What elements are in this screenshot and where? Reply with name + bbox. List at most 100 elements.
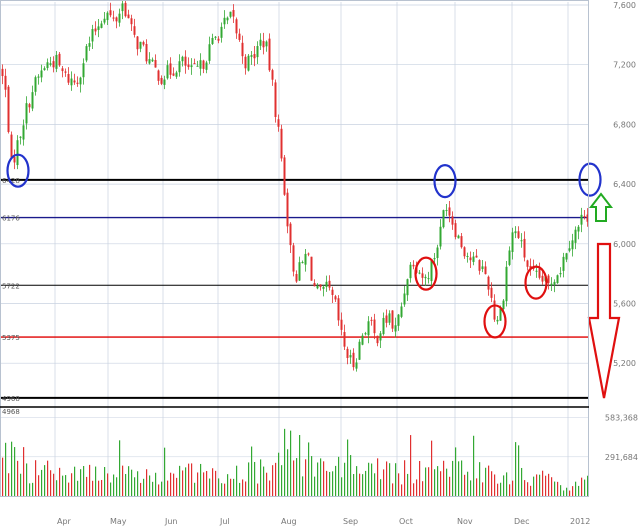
candle-body [559,273,562,275]
candle-body [301,262,304,264]
volume-bar [245,481,247,496]
candle-body [121,3,124,12]
candle-body [118,13,121,23]
candle-body [94,28,97,32]
candle-body [13,157,16,163]
candle-body [493,300,496,320]
candle-body [103,18,106,23]
volume-bar [179,465,181,496]
volume-bar [452,460,454,496]
candle-body [451,216,454,225]
candle-body [46,62,49,69]
candle-body [445,210,448,212]
candle-body [307,253,310,255]
candle-body [424,276,427,279]
candle-body [91,29,94,42]
volume-bar [530,485,532,496]
candle-body [262,41,265,48]
candle-body [352,352,355,368]
candle-body [574,229,577,243]
volume-bar [41,469,43,496]
candle-body [499,308,502,321]
volume-bar [500,482,502,496]
volume-tick-label: 291,684 [605,453,638,462]
volume-bar [299,435,301,496]
volume-bar [332,471,334,496]
candle-body [502,300,505,310]
candle-body [274,82,277,118]
candle-body [250,55,253,57]
volume-bar [20,473,22,496]
volume-bar [98,480,100,496]
volume-bar [233,478,235,496]
volume-bar [254,461,256,496]
volume-bar [71,473,73,496]
volume-bar [305,459,307,496]
volume-bar [185,467,187,496]
volume-bar [476,478,478,496]
volume-bar [101,479,103,496]
candle-body [367,321,370,336]
candle-body [511,232,514,252]
level-label: 6176 [2,215,20,223]
candle-body [217,38,220,41]
volume-bar [14,447,16,496]
volume-bar [569,490,571,496]
candle-body [178,61,181,73]
volume-bar [59,467,61,496]
candle-body [241,42,244,57]
candle-body [388,313,391,323]
volume-bar [434,469,436,496]
candle-body [319,284,322,287]
volume-bar [416,479,418,496]
candle-body [160,77,163,84]
volume-bar [449,476,451,496]
volume-bar [389,463,391,496]
volume-bar [536,474,538,496]
volume-bar [137,471,139,496]
volume-bar [377,458,379,496]
candle-body [337,298,340,321]
volume-bar [242,479,244,496]
volume-bar [365,470,367,496]
candle-body [328,280,331,288]
volume-bar [386,461,388,496]
volume-bar [125,474,127,496]
candle-body [268,38,271,71]
volume-bar [470,480,472,496]
volume-bar [368,462,370,496]
volume-bar [482,482,484,496]
candle-body [553,281,556,285]
volume-bar [290,430,292,496]
annotation-markers [6,153,621,399]
candle-body [64,71,67,73]
candle-body [466,255,469,257]
volume-bar [584,479,586,496]
candle-body [184,56,187,66]
volume-bar [410,435,412,496]
volume-bar [251,446,253,496]
volume-bar [572,486,574,496]
axis-labels: 7,600 7,200 6,800 6,400 6,000 5,600 5,200 583,3… [57,1,638,526]
candle-body [547,275,550,283]
candle-body [271,70,274,80]
candle-body [508,250,511,265]
volume-bar [503,475,505,496]
volume-bar [566,487,568,496]
volume-bar [494,474,496,496]
candle-body [448,207,451,216]
arrow-down [587,242,621,399]
candle-body [112,17,115,19]
volume-bar [440,471,442,496]
volume-bar [347,439,349,496]
volume-bar [32,482,34,496]
volume-bar [158,484,160,496]
volume-bar [353,473,355,496]
volume-bar [458,461,460,496]
volume-bar [413,483,415,496]
candle-body [361,335,364,345]
volume-bar [473,435,475,496]
volume-bar [176,477,178,496]
volume-panel-label: 4968 [2,408,20,416]
volume-bar [203,472,205,496]
